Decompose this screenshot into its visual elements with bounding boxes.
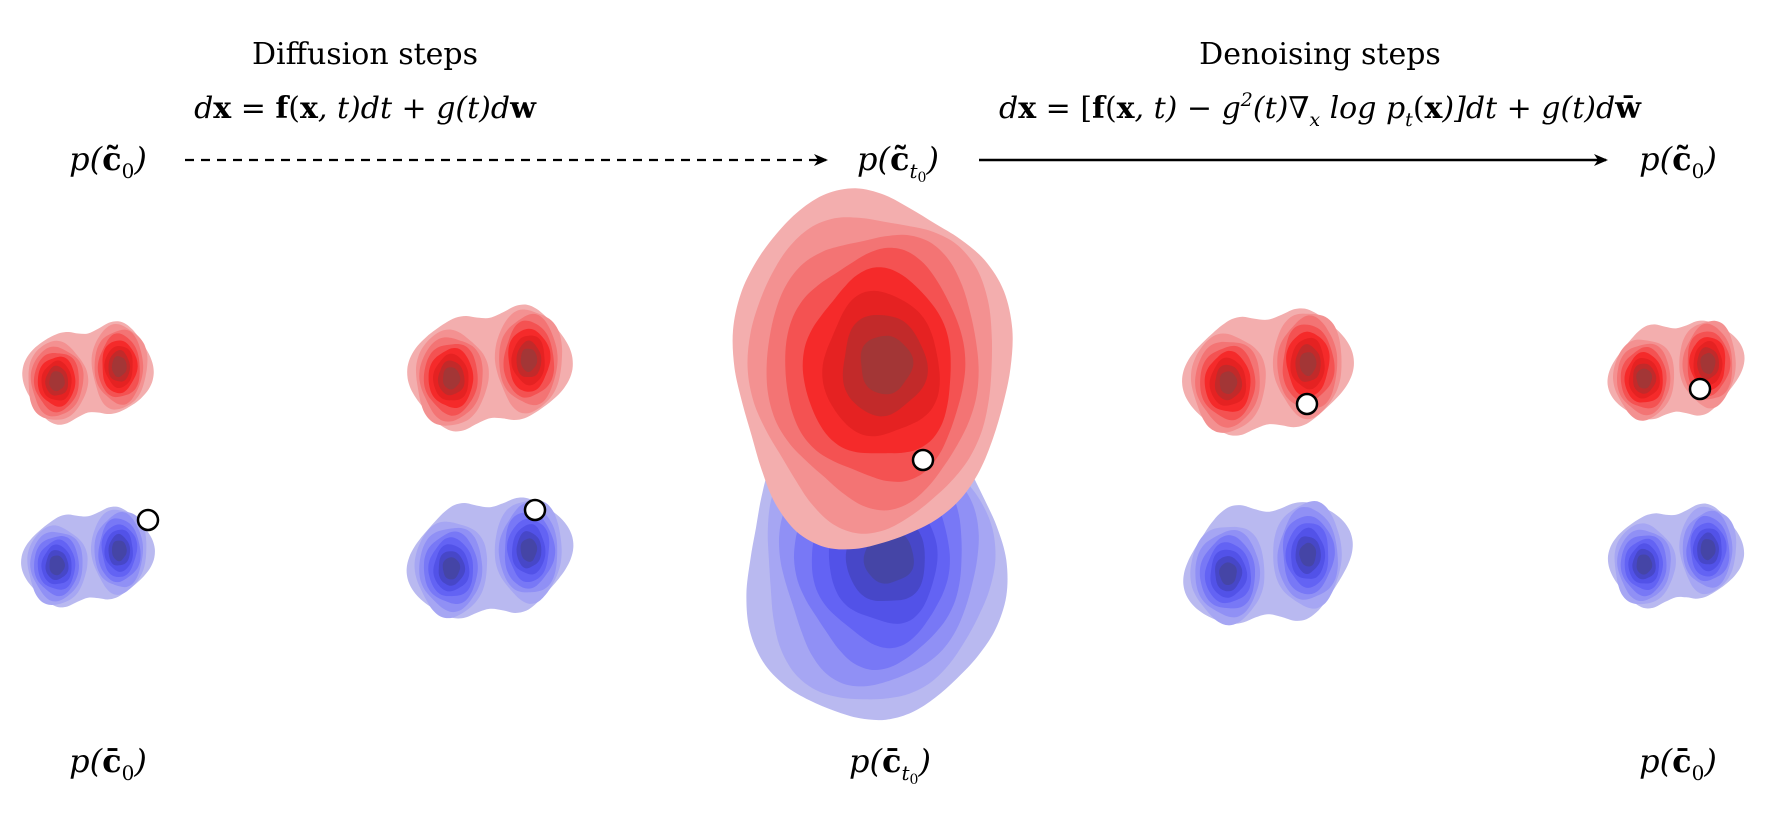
red-density-col2-left-level-7 [442,367,461,390]
diffusion-equation: dx = f(x, t)dt + g(t)dw [194,91,537,126]
blue-density-col1-left-level-7 [49,555,65,576]
white-circle-marker-icon [523,498,547,522]
blue-density-col5-left-level-7 [1636,554,1653,575]
red-density-col1-left-level-7 [49,371,65,392]
blue-density-col4-left-level-7 [1219,562,1237,585]
label-p-c-tilde-t0: p(c̃t0) [857,140,939,186]
red-density-t0-level-7 [860,335,914,395]
label-p-c-bar-0-right: p(c̄0) [1639,742,1717,785]
label-p-c-tilde-0-left: p(c̃0) [69,140,147,183]
label-p-c-bar-t0: p(c̄t0) [849,742,931,788]
density-blobs [21,188,1745,721]
blue-density-col2-left-level-7 [442,557,461,580]
red-density-col5-right-level-7 [1700,352,1716,375]
denoising-steps-title: Denoising steps [1199,37,1441,72]
label-p-c-bar-0-left: p(c̄0) [69,742,147,785]
denoising-equation: dx = [f(x, t) − g2(t)∇x log pt(x)]dt + g… [999,89,1642,131]
blue-density-col5-right-level-7 [1700,539,1716,561]
white-circle-marker-icon [1295,392,1319,416]
white-circle-marker-icon [911,448,935,472]
blue-density-col2-right-level-7 [520,538,538,562]
red-density-col2-right-level-7 [520,348,538,373]
red-density-col5-left-level-7 [1636,368,1653,389]
red-density-col1-right-level-7 [111,356,127,378]
white-circle-marker-icon [1688,377,1712,401]
blue-density-col4-right-level-7 [1299,542,1317,567]
red-density-col4-right-level-7 [1299,352,1317,376]
blue-density-col1-right-level-7 [112,540,127,562]
white-circle-marker-icon [136,508,160,532]
red-density-col4-left-level-7 [1219,371,1238,394]
diffusion-steps-title: Diffusion steps [252,37,478,72]
sample-markers [136,377,1712,532]
label-p-c-tilde-0-right: p(c̃0) [1639,140,1717,183]
